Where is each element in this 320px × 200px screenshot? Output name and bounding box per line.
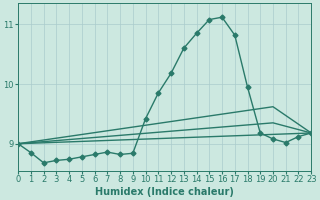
X-axis label: Humidex (Indice chaleur): Humidex (Indice chaleur) xyxy=(95,187,234,197)
